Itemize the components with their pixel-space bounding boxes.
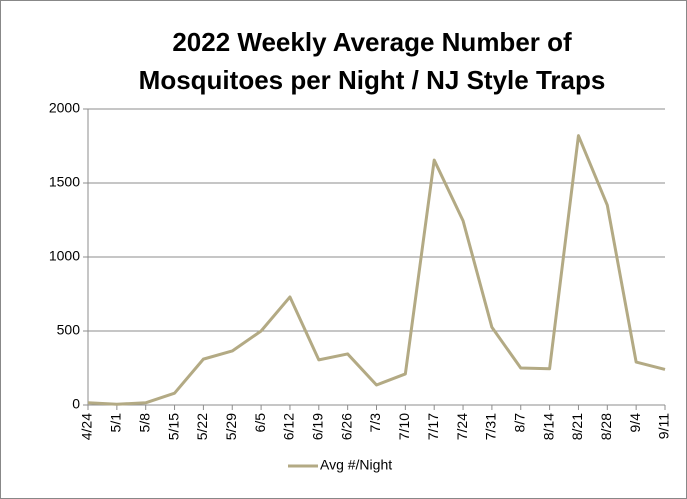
x-tick-label: 5/22 (194, 413, 210, 440)
x-tick-label: 5/29 (223, 413, 239, 440)
x-tick-label: 8/7 (511, 413, 527, 433)
x-tick-label: 4/24 (79, 413, 95, 440)
x-tick-label: 5/15 (165, 413, 181, 440)
x-tick-label: 8/21 (569, 413, 585, 440)
legend-label: Avg #/Night (320, 457, 392, 473)
chart-title: Mosquitoes per Night / NJ Style Traps (139, 65, 606, 95)
chart-title: 2022 Weekly Average Number of (172, 27, 572, 57)
x-tick-label: 5/1 (108, 413, 124, 433)
y-tick-label: 1500 (49, 174, 80, 190)
x-tick-label: 8/28 (598, 413, 614, 440)
x-tick-label: 8/14 (540, 413, 556, 440)
x-tick-label: 7/31 (483, 413, 499, 440)
x-tick-label: 6/19 (310, 413, 326, 440)
y-tick-label: 500 (57, 322, 81, 338)
x-tick-label: 6/5 (252, 413, 268, 433)
x-tick-label: 9/11 (656, 413, 672, 439)
y-tick-label: 1000 (49, 248, 80, 264)
y-tick-label: 0 (72, 396, 80, 412)
line-series (87, 134, 666, 406)
x-tick-label: 6/12 (281, 413, 297, 440)
x-tick-label: 7/24 (454, 413, 470, 440)
y-tick-label: 2000 (49, 100, 80, 116)
x-tick-label: 7/3 (367, 413, 383, 433)
x-tick-label: 7/10 (396, 413, 412, 440)
x-tick-label: 7/17 (425, 413, 441, 440)
x-tick-label: 6/26 (338, 413, 354, 440)
x-tick-label: 9/4 (627, 413, 643, 433)
x-tick-label: 5/8 (136, 413, 152, 433)
